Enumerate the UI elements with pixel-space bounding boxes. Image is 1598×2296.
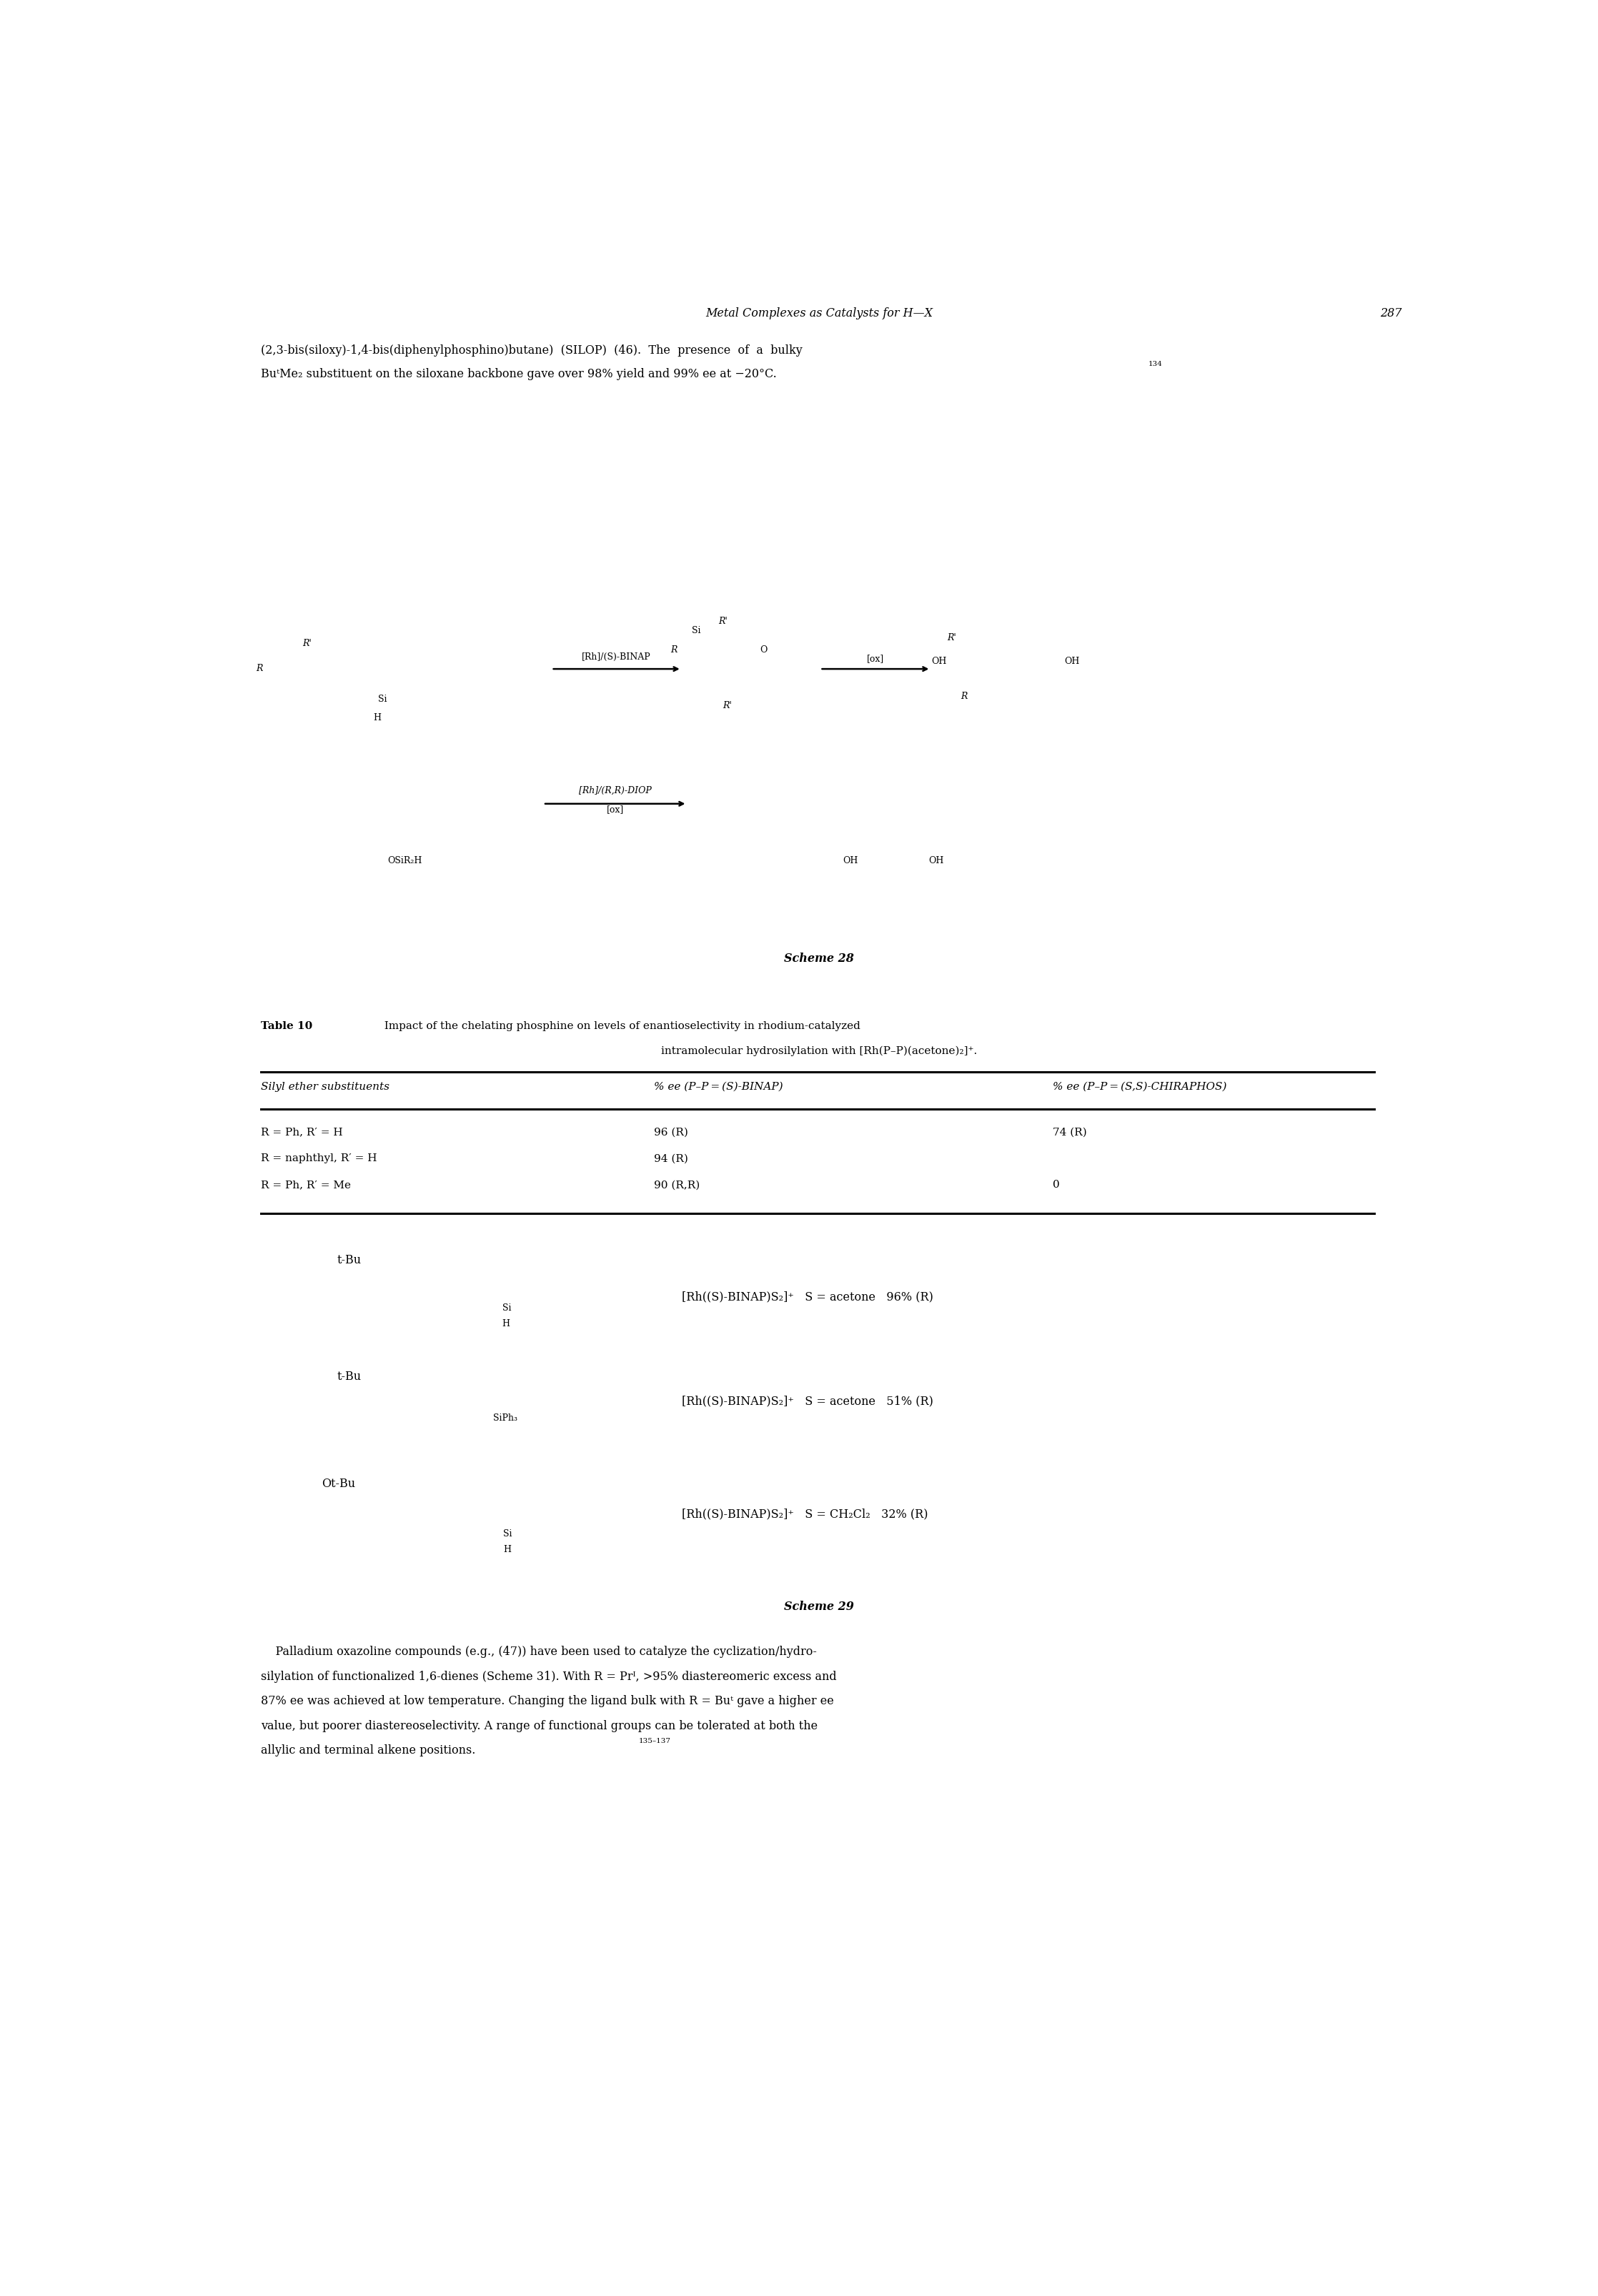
Text: R': R' [722, 700, 732, 709]
Text: 287: 287 [1381, 308, 1401, 319]
Text: % ee (P–P = (S,S)-CHIRAPHOS): % ee (P–P = (S,S)-CHIRAPHOS) [1053, 1081, 1227, 1091]
Text: Ot-Bu: Ot-Bu [321, 1479, 355, 1490]
Text: R': R' [718, 618, 727, 627]
Text: R: R [671, 645, 678, 654]
Text: R: R [960, 691, 967, 700]
Text: Si: Si [692, 627, 702, 636]
Text: [Rh((S)-BINAP)S₂]⁺   S = acetone   51% (R): [Rh((S)-BINAP)S₂]⁺ S = acetone 51% (R) [682, 1396, 933, 1407]
Text: R: R [256, 664, 264, 673]
Text: [Rh]/(S)-BINAP: [Rh]/(S)-BINAP [582, 652, 650, 661]
Text: [ox]: [ox] [607, 806, 623, 815]
Text: H: H [503, 1545, 511, 1554]
Text: OH: OH [842, 856, 858, 866]
Text: Scheme 28: Scheme 28 [785, 953, 853, 964]
Text: OSiR₂H: OSiR₂H [387, 856, 422, 866]
Text: Impact of the chelating phosphine on levels of enantioselectivity in rhodium-cat: Impact of the chelating phosphine on lev… [377, 1022, 860, 1031]
Text: t-Bu: t-Bu [337, 1254, 361, 1265]
Text: 90 (R,R): 90 (R,R) [654, 1180, 700, 1189]
Text: Si: Si [379, 696, 387, 705]
Text: H: H [502, 1320, 510, 1329]
Text: 94 (R): 94 (R) [654, 1153, 689, 1164]
Text: Si: Si [503, 1529, 513, 1538]
Text: [Rh((S)-BINAP)S₂]⁺   S = CH₂Cl₂   32% (R): [Rh((S)-BINAP)S₂]⁺ S = CH₂Cl₂ 32% (R) [682, 1508, 928, 1520]
Text: Table 10: Table 10 [260, 1022, 312, 1031]
Text: OH: OH [932, 657, 946, 666]
Text: SiPh₃: SiPh₃ [494, 1414, 518, 1424]
Text: % ee (P–P = (S)-BINAP): % ee (P–P = (S)-BINAP) [654, 1081, 783, 1091]
Text: 0: 0 [1053, 1180, 1059, 1189]
Text: BuᵗMe₂ substituent on the siloxane backbone gave over 98% yield and 99% ee at −2: BuᵗMe₂ substituent on the siloxane backb… [260, 367, 777, 381]
Text: [Rh]/(R,R)-DIOP: [Rh]/(R,R)-DIOP [578, 785, 652, 794]
Text: silylation of functionalized 1,6-dienes (Scheme 31). With R = Prᴵ, >95% diastere: silylation of functionalized 1,6-dienes … [260, 1671, 836, 1683]
Text: [ox]: [ox] [866, 654, 884, 664]
Text: OH: OH [928, 856, 944, 866]
Text: R': R' [948, 634, 957, 643]
Text: 96 (R): 96 (R) [654, 1127, 689, 1137]
Text: 87% ee was achieved at low temperature. Changing the ligand bulk with R = Buᵗ ga: 87% ee was achieved at low temperature. … [260, 1694, 834, 1708]
Text: R = Ph, R′ = Me: R = Ph, R′ = Me [260, 1180, 350, 1189]
Text: (2,3-bis(siloxy)-1,4-bis(diphenylphosphino)butane)  (SILOP)  (46).  The  presenc: (2,3-bis(siloxy)-1,4-bis(diphenylphosphi… [260, 344, 802, 356]
Text: Metal Complexes as Catalysts for H—X: Metal Complexes as Catalysts for H—X [705, 308, 933, 319]
Text: R': R' [302, 638, 312, 647]
Text: 134: 134 [1147, 360, 1162, 367]
Text: 74 (R): 74 (R) [1053, 1127, 1087, 1137]
Text: Palladium oxazoline compounds (e.g., (47)) have been used to catalyze the cycliz: Palladium oxazoline compounds (e.g., (47… [260, 1646, 817, 1658]
Text: allylic and terminal alkene positions.: allylic and terminal alkene positions. [260, 1745, 475, 1756]
Text: H: H [372, 714, 380, 723]
Text: Si: Si [502, 1304, 511, 1313]
Text: OH: OH [1064, 657, 1080, 666]
Text: R = naphthyl, R′ = H: R = naphthyl, R′ = H [260, 1153, 377, 1164]
Text: Scheme 29: Scheme 29 [785, 1600, 853, 1612]
Text: t-Bu: t-Bu [337, 1371, 361, 1382]
Text: R = Ph, R′ = H: R = Ph, R′ = H [260, 1127, 342, 1137]
Text: 135–137: 135–137 [639, 1738, 671, 1745]
Text: O: O [761, 645, 767, 654]
Text: [Rh((S)-BINAP)S₂]⁺   S = acetone   96% (R): [Rh((S)-BINAP)S₂]⁺ S = acetone 96% (R) [682, 1290, 933, 1302]
Text: intramolecular hydrosilylation with [Rh(P–P)(acetone)₂]⁺.: intramolecular hydrosilylation with [Rh(… [662, 1047, 976, 1056]
Text: Silyl ether substituents: Silyl ether substituents [260, 1081, 390, 1091]
Text: value, but poorer diastereoselectivity. A range of functional groups can be tole: value, but poorer diastereoselectivity. … [260, 1720, 818, 1731]
